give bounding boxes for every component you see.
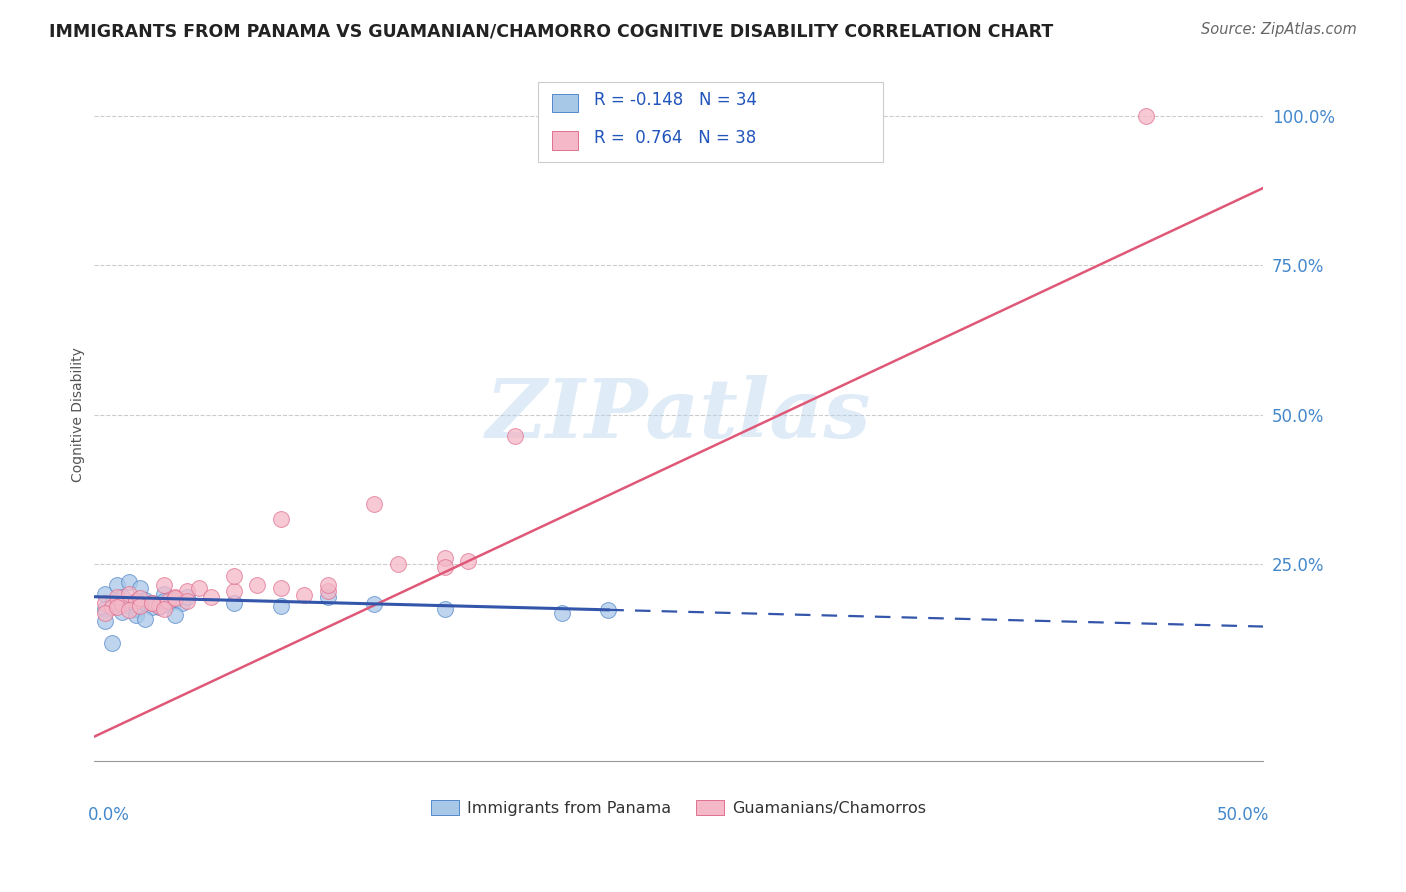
Point [172,596,194,610]
Point [316,583,339,598]
Text: 0.0%: 0.0% [87,805,129,824]
Point [157,594,180,608]
Point [165,591,187,606]
Point [101,599,124,614]
Point [200,590,222,604]
Point [105,596,128,610]
Point [111,590,134,604]
Point [105,590,128,604]
Point [152,587,174,601]
Point [152,601,174,615]
Text: 50.0%: 50.0% [1218,805,1270,824]
Point [129,581,152,595]
Point [176,590,198,604]
Point [141,599,163,614]
Point [111,598,134,612]
Point [105,578,128,592]
Point [118,599,141,613]
Text: ZIPatlas: ZIPatlas [485,375,872,455]
Point [94,601,117,615]
Point [125,601,148,615]
Point [94,587,117,601]
Point [141,596,163,610]
Point [105,599,128,614]
Point [363,497,385,511]
Point [433,550,456,565]
Point [118,587,141,601]
Point [125,594,148,608]
Legend: Immigrants from Panama, Guamanians/Chamorros: Immigrants from Panama, Guamanians/Chamo… [425,793,932,822]
Y-axis label: Cognitive Disability: Cognitive Disability [72,347,86,482]
Point [187,581,209,595]
Point [270,581,292,595]
Point [101,635,124,649]
Point [222,569,245,583]
Point [129,599,152,613]
Point [1135,109,1157,123]
FancyBboxPatch shape [553,94,578,112]
Point [129,591,152,606]
Point [118,603,141,617]
Point [176,583,198,598]
Point [94,614,117,628]
FancyBboxPatch shape [538,82,883,162]
Point [129,598,152,612]
Point [134,592,156,607]
Point [141,596,163,610]
Point [246,578,269,592]
Point [94,596,117,610]
FancyBboxPatch shape [553,131,578,150]
Text: IMMIGRANTS FROM PANAMA VS GUAMANIAN/CHAMORRO COGNITIVE DISABILITY CORRELATION CH: IMMIGRANTS FROM PANAMA VS GUAMANIAN/CHAM… [49,22,1053,40]
Point [598,603,620,617]
Point [457,554,479,568]
Point [222,596,245,610]
Point [148,599,170,614]
Point [141,596,163,610]
Point [125,607,148,622]
Point [387,557,409,571]
Point [316,590,339,604]
Point [118,574,141,589]
Point [503,428,526,442]
Point [165,590,187,604]
Point [270,599,292,613]
Point [101,596,124,610]
Point [433,601,456,615]
Point [157,598,180,612]
Point [94,606,117,620]
Point [152,578,174,592]
Point [176,594,198,608]
Point [152,594,174,608]
Point [165,607,187,622]
Point [111,605,134,619]
Point [148,599,170,613]
Point [433,560,456,574]
Point [134,612,156,626]
Point [292,588,315,602]
Point [363,598,385,612]
Text: R = -0.148   N = 34: R = -0.148 N = 34 [595,91,758,109]
Point [222,583,245,598]
Point [165,592,187,607]
Point [270,512,292,526]
Point [550,606,572,620]
Text: Source: ZipAtlas.com: Source: ZipAtlas.com [1201,22,1357,37]
Text: R =  0.764   N = 38: R = 0.764 N = 38 [595,128,756,146]
Point [316,578,339,592]
